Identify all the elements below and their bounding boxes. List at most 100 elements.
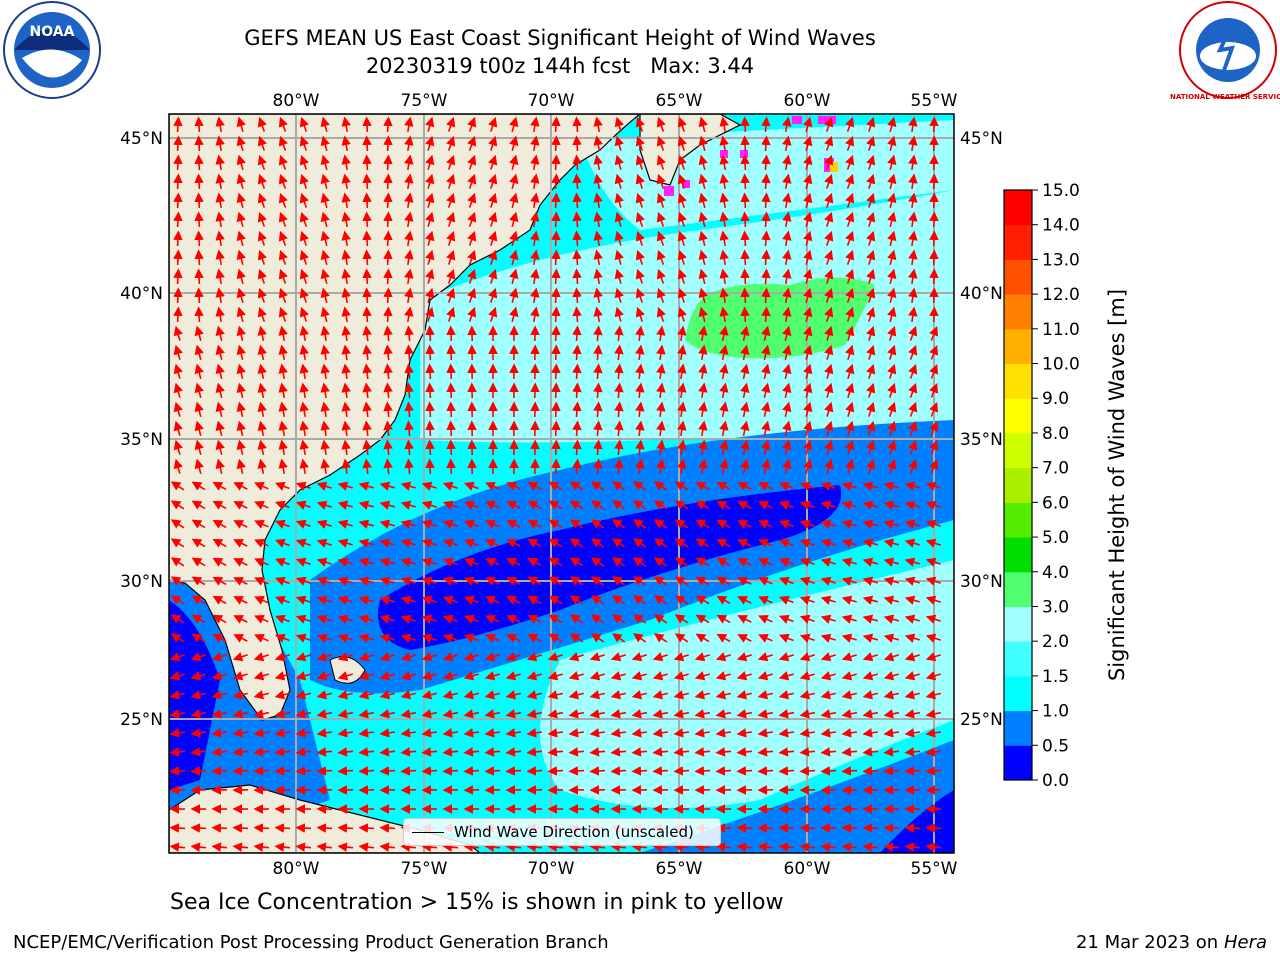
- wave-direction-arrow: [485, 501, 500, 510]
- wave-direction-arrow: [400, 766, 417, 776]
- colorbar-segment: [1004, 537, 1032, 573]
- wave-direction-arrow: [358, 595, 375, 605]
- wave-direction-arrow: [779, 519, 794, 529]
- lon-label-65w: 65°W: [656, 859, 703, 879]
- wave-direction-arrow: [590, 576, 605, 586]
- wave-direction-arrow: [212, 633, 227, 643]
- wave-direction-arrow: [379, 595, 396, 605]
- wave-direction-arrow: [820, 766, 837, 776]
- wave-direction-arrow: [614, 173, 624, 189]
- wave-direction-arrow: [337, 614, 353, 624]
- wave-direction-arrow: [803, 154, 813, 170]
- wave-direction-arrow: [677, 382, 687, 399]
- wave-direction-arrow: [674, 576, 689, 586]
- wave-direction-arrow: [572, 154, 582, 171]
- wave-direction-arrow: [740, 382, 750, 398]
- wave-direction-arrow: [845, 173, 855, 189]
- wave-direction-arrow: [446, 116, 456, 132]
- wave-direction-arrow: [215, 344, 225, 360]
- wave-direction-arrow: [551, 363, 561, 380]
- wave-direction-arrow: [779, 557, 794, 567]
- wave-direction-arrow: [656, 154, 666, 170]
- colorbar-segment: [1004, 190, 1032, 226]
- wave-direction-arrow: [841, 481, 857, 491]
- wave-direction-arrow: [715, 766, 732, 776]
- wave-direction-arrow: [887, 382, 897, 398]
- wave-direction-arrow: [887, 344, 897, 360]
- wave-direction-arrow: [674, 519, 689, 529]
- wave-direction-arrow: [236, 439, 246, 455]
- wave-direction-arrow: [653, 500, 668, 510]
- wave-direction-arrow: [614, 458, 624, 475]
- wave-direction-arrow: [799, 766, 816, 776]
- wave-direction-arrow: [883, 500, 900, 510]
- wave-direction-arrow: [782, 154, 792, 171]
- wave-direction-arrow: [736, 652, 752, 662]
- wave-direction-arrow: [677, 363, 687, 380]
- footer-date: 21 Mar 2023 on Hera: [1075, 932, 1267, 953]
- wave-direction-arrow: [820, 614, 836, 624]
- wave-direction-arrow: [295, 823, 312, 833]
- wave-direction-arrow: [677, 249, 687, 265]
- wave-direction-arrow: [320, 439, 330, 456]
- wave-direction-arrow: [295, 538, 311, 548]
- wave-direction-arrow: [274, 766, 291, 776]
- wave-direction-arrow: [173, 135, 183, 152]
- wave-direction-arrow: [572, 325, 582, 342]
- wave-direction-arrow: [887, 325, 897, 341]
- wave-direction-arrow: [883, 652, 899, 662]
- wave-direction-arrow: [379, 538, 396, 548]
- wave-direction-arrow: [716, 576, 731, 586]
- wave-direction-arrow: [404, 363, 414, 380]
- wave-direction-arrow: [929, 211, 939, 228]
- wave-direction-arrow: [421, 481, 437, 491]
- wave-direction-arrow: [883, 633, 900, 643]
- wave-direction-arrow: [716, 500, 731, 510]
- wave-direction-arrow: [530, 211, 540, 228]
- wave-direction-arrow: [824, 173, 834, 189]
- wave-direction-arrow: [379, 823, 396, 833]
- wave-direction-arrow: [656, 116, 666, 132]
- wave-direction-arrow: [467, 268, 477, 284]
- wave-direction-arrow: [656, 230, 666, 246]
- wave-direction-arrow: [404, 211, 414, 228]
- wave-direction-arrow: [232, 823, 249, 833]
- wave-direction-arrow: [421, 557, 437, 567]
- wave-direction-arrow: [191, 614, 206, 624]
- wave-direction-arrow: [593, 382, 603, 399]
- wave-direction-arrow: [631, 766, 648, 776]
- wave-direction-arrow: [212, 481, 227, 491]
- wave-direction-arrow: [803, 135, 813, 151]
- wave-direction-arrow: [677, 211, 687, 227]
- wave-direction-arrow: [866, 401, 876, 417]
- wave-direction-arrow: [698, 116, 708, 133]
- wave-direction-arrow: [464, 481, 479, 491]
- wave-direction-arrow: [782, 211, 792, 228]
- wave-direction-arrow: [883, 557, 900, 567]
- wave-direction-arrow: [383, 135, 393, 152]
- wave-direction-arrow: [824, 249, 834, 265]
- wave-direction-arrow: [254, 520, 269, 529]
- wave-direction-arrow: [421, 576, 437, 586]
- wave-direction-arrow: [446, 211, 456, 227]
- wave-direction-arrow: [908, 192, 918, 209]
- wave-direction-arrow: [695, 557, 710, 567]
- wave-direction-arrow: [866, 249, 876, 265]
- wave-direction-arrow: [904, 595, 920, 605]
- wave-direction-arrow: [425, 116, 435, 132]
- wave-direction-arrow: [614, 382, 624, 399]
- wave-direction-arrow: [316, 595, 332, 605]
- wave-direction-arrow: [887, 287, 897, 304]
- wave-direction-arrow: [632, 595, 647, 605]
- wave-direction-arrow: [278, 401, 288, 418]
- wave-direction-arrow: [761, 420, 771, 436]
- wave-direction-arrow: [404, 154, 414, 171]
- wave-direction-arrow: [337, 576, 353, 586]
- wave-direction-arrow: [236, 192, 246, 209]
- wave-direction-arrow: [316, 557, 332, 567]
- wave-direction-arrow: [442, 614, 458, 624]
- wave-direction-arrow: [379, 576, 396, 586]
- wave-direction-arrow: [551, 154, 561, 171]
- wave-direction-arrow: [506, 596, 521, 605]
- wave-direction-arrow: [824, 325, 834, 341]
